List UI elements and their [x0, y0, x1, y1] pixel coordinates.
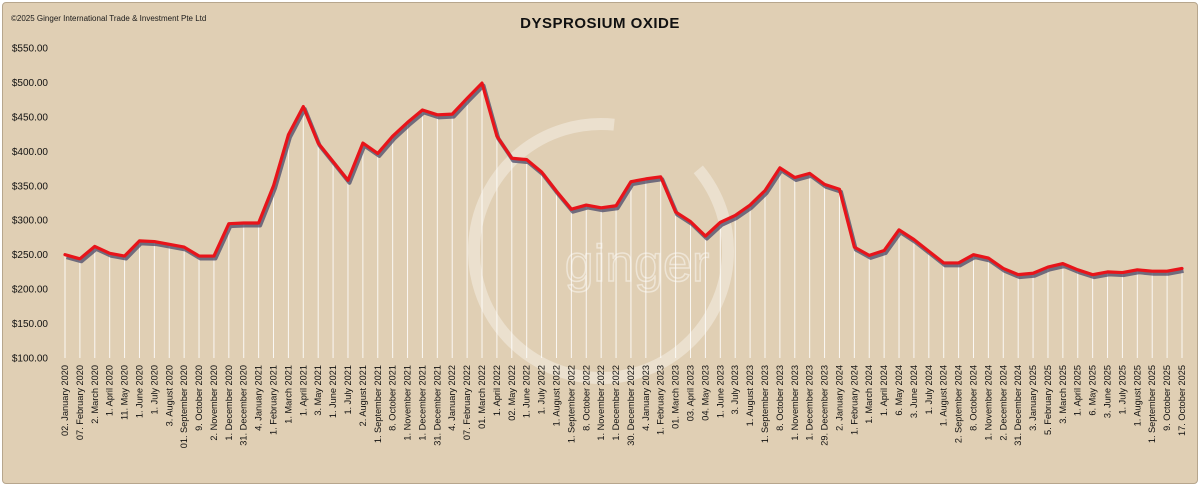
series-lines — [63, 81, 1184, 280]
x-tick-label: 9. October 2025 — [1162, 365, 1172, 431]
x-tick-label: 1. September 2022 — [566, 365, 576, 443]
x-tick-label: 1. April 2021 — [298, 365, 308, 416]
x-tick-label: 2. August 2021 — [358, 365, 368, 426]
x-tick-label: 2. September 2024 — [954, 365, 964, 443]
x-tick-label: 1. September 2023 — [760, 365, 770, 443]
x-tick-label: 1. March 2021 — [283, 365, 293, 424]
x-tick-label: 11. May 2020 — [120, 365, 130, 420]
chart-title: DYSPROSIUM OXIDE — [520, 15, 680, 32]
x-tick-label: 02. January 2020 — [60, 365, 70, 436]
x-tick-label: 1. November 2024 — [983, 365, 993, 441]
x-tick-label: 1. February 2023 — [656, 365, 666, 435]
x-tick-label: 1. June 2022 — [522, 365, 532, 418]
y-tick-label: $100.00 — [12, 354, 49, 365]
series-line — [63, 81, 1184, 277]
x-tick-label: 01. March 2022 — [477, 365, 487, 429]
x-tick-label: 07. February 2022 — [462, 365, 472, 440]
x-tick-label: 2. March 2020 — [90, 365, 100, 424]
x-tick-label: 6. May 2024 — [894, 365, 904, 416]
x-tick-label: 6. May 2025 — [1088, 365, 1098, 416]
x-tick-label: 1. November 2021 — [403, 365, 413, 441]
y-tick-label: $500.00 — [12, 78, 49, 89]
x-tick-label: 1. December 2020 — [224, 365, 234, 441]
x-tick-label: 1. June 2020 — [134, 365, 144, 418]
x-tick-label: 31. December 2024 — [1013, 365, 1023, 446]
x-tick-label: 1. November 2022 — [596, 365, 606, 441]
x-tick-label: 1. August 2023 — [745, 365, 755, 426]
x-tick-label: 1. July 2021 — [343, 365, 353, 415]
x-tick-label: 3. August 2020 — [164, 365, 174, 426]
x-tick-label: 03. April 2023 — [686, 365, 696, 421]
x-tick-label: 3. January 2025 — [1028, 365, 1038, 431]
x-tick-label: 1. August 2024 — [939, 365, 949, 426]
x-tick-label: 1. July 2024 — [924, 365, 934, 415]
y-axis: $100.00 $150.00 $200.00 $250.00 $300.00 $350.… — [12, 44, 49, 365]
x-tick-label: 04. May 2023 — [700, 365, 710, 421]
drop-lines — [64, 83, 1183, 358]
y-tick-label: $550.00 — [12, 44, 49, 55]
x-tick-label: 2. December 2024 — [998, 365, 1008, 441]
x-tick-label: 3. June 2025 — [1103, 365, 1113, 418]
x-tick-label: 1. July 2020 — [149, 365, 159, 415]
x-tick-label: 1. December 2022 — [611, 365, 621, 441]
x-tick-label: 1. February 2024 — [849, 365, 859, 435]
x-tick-label: 3. June 2024 — [909, 365, 919, 418]
x-tick-label: 3. July 2023 — [730, 365, 740, 415]
x-tick-label: 2. January 2024 — [834, 365, 844, 431]
ginger-logo-watermark: ginger — [468, 118, 734, 384]
x-tick-label: 17. October 2025 — [1177, 365, 1187, 436]
y-tick-label: $450.00 — [12, 112, 49, 123]
x-tick-label: 1. August 2025 — [1132, 365, 1142, 426]
x-tick-label: 1. September 2021 — [373, 365, 383, 443]
x-tick-label: 01. March 2023 — [671, 365, 681, 429]
x-tick-label: 4. January 2022 — [447, 365, 457, 431]
x-tick-label: 1. June 2021 — [328, 365, 338, 418]
x-tick-label: 9. October 2020 — [194, 365, 204, 431]
x-tick-label: 07. February 2020 — [75, 365, 85, 440]
x-axis: 02. January 2020 07. February 2020 2. Marc… — [60, 365, 1187, 448]
x-tick-label: 1. June 2023 — [715, 365, 725, 418]
y-tick-label: $250.00 — [12, 250, 49, 261]
x-tick-label: 1. April 2025 — [1073, 365, 1083, 416]
x-tick-label: 4. January 2021 — [254, 365, 264, 431]
line-chart: ginger $100.00 $150.00 $200.00 $250.00 $300.… — [12, 44, 1187, 449]
x-tick-label: 1. July 2025 — [1117, 365, 1127, 415]
y-tick-label: $200.00 — [12, 285, 49, 296]
x-tick-label: 1. September 2025 — [1147, 365, 1157, 443]
x-tick-label: 1. December 2021 — [417, 365, 427, 441]
x-tick-label: 1. April 2020 — [105, 365, 115, 416]
y-tick-label: $300.00 — [12, 216, 49, 227]
y-tick-label: $400.00 — [12, 147, 49, 158]
x-tick-label: 31. December 2021 — [432, 365, 442, 446]
x-tick-label: 1. March 2024 — [864, 365, 874, 424]
x-tick-label: 5. February 2025 — [1043, 365, 1053, 435]
x-tick-label: 2. November 2020 — [209, 365, 219, 441]
x-tick-label: 3. May 2021 — [313, 365, 323, 416]
x-tick-label: 8. October 2022 — [581, 365, 591, 431]
y-tick-label: $350.00 — [12, 181, 49, 192]
x-tick-label: 1. February 2021 — [269, 365, 279, 435]
x-tick-label: 3. March 2025 — [1058, 365, 1068, 424]
x-tick-label: 30. December 2022 — [626, 365, 636, 446]
x-tick-label: 1. August 2022 — [551, 365, 561, 426]
x-tick-label: 29. December 2023 — [820, 365, 830, 446]
x-tick-label: 01. September 2020 — [179, 365, 189, 448]
x-tick-label: 31. December 2020 — [239, 365, 249, 446]
x-tick-label: 4. January 2023 — [641, 365, 651, 431]
x-tick-label: 1. December 2023 — [805, 365, 815, 441]
copyright-text: ©2025 Ginger International Trade & Inves… — [11, 14, 207, 23]
x-tick-label: 02. May 2022 — [507, 365, 517, 421]
x-tick-label: 8. October 2021 — [388, 365, 398, 431]
x-tick-label: 1. November 2023 — [790, 365, 800, 441]
watermark-text: ginger — [565, 235, 710, 293]
x-tick-label: 1. April 2024 — [879, 365, 889, 416]
x-tick-label: 1. July 2022 — [537, 365, 547, 415]
x-tick-label: 8. October 2024 — [968, 365, 978, 431]
x-tick-label: 1. April 2022 — [492, 365, 502, 416]
y-tick-label: $150.00 — [12, 319, 49, 330]
x-tick-label: 8. October 2023 — [775, 365, 785, 431]
